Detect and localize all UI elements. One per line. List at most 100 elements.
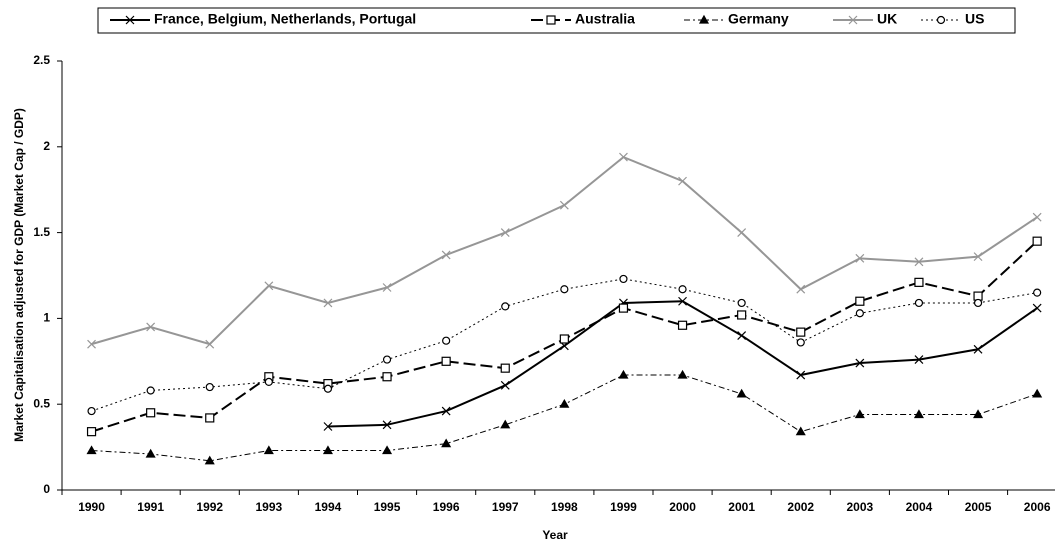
marker: [914, 298, 924, 308]
legend-item: Australia: [531, 11, 635, 27]
marker: [442, 336, 451, 345]
legend-item: US: [921, 11, 984, 27]
marker: [205, 339, 215, 349]
marker: [382, 372, 392, 382]
x-tick-label: 1993: [255, 500, 282, 514]
x-tick-label: 2002: [787, 500, 814, 514]
marker: [500, 380, 510, 390]
marker: [560, 285, 569, 294]
y-tick-label: 1.5: [33, 225, 50, 239]
marker: [619, 274, 628, 284]
y-tick-label: 2: [43, 139, 50, 153]
x-tick-label: 2005: [965, 500, 992, 514]
x-tick-label: 1995: [374, 500, 401, 514]
x-tick-label: 2000: [669, 500, 696, 514]
legend-label: France, Belgium, Netherlands, Portugal: [154, 11, 416, 27]
x-tick-label: 1997: [492, 500, 519, 514]
marker: [855, 309, 864, 318]
series-line: [91, 374, 1038, 462]
marker: [795, 426, 806, 436]
marker: [855, 296, 865, 306]
marker: [1032, 303, 1042, 313]
marker: [382, 420, 392, 430]
marker: [263, 445, 274, 455]
marker: [913, 409, 924, 419]
marker: [559, 200, 569, 210]
series-line: [91, 278, 1038, 412]
marker: [1032, 388, 1043, 398]
marker: [500, 228, 510, 238]
marker: [619, 152, 628, 162]
marker: [382, 445, 393, 455]
marker: [618, 369, 629, 379]
marker: [205, 382, 214, 392]
legend-item: Germany: [684, 11, 789, 27]
marker: [737, 298, 746, 308]
marker: [146, 386, 155, 395]
y-tick-label: 2.5: [33, 53, 50, 67]
marker: [736, 388, 747, 398]
y-axis-title: Market Capitalisation adjusted for GDP (…: [12, 108, 26, 442]
x-tick-label: 2003: [846, 500, 873, 514]
marker: [264, 377, 273, 386]
legend-item: France, Belgium, Netherlands, Portugal: [110, 11, 416, 27]
marker: [796, 284, 806, 294]
x-tick-label: 1994: [315, 500, 342, 514]
x-tick-label: 1996: [433, 500, 460, 514]
marker: [323, 298, 333, 308]
marker: [973, 344, 983, 354]
x-tick-label: 1991: [137, 500, 164, 514]
marker: [501, 302, 510, 311]
y-tick-label: 0.5: [33, 396, 50, 410]
marker: [205, 413, 215, 423]
marker: [546, 15, 556, 25]
marker: [796, 338, 805, 347]
marker: [737, 310, 747, 320]
x-tick-label: 2006: [1024, 500, 1051, 514]
marker: [441, 356, 451, 366]
marker: [87, 339, 96, 349]
marker: [264, 281, 274, 291]
x-axis-title: Year: [542, 528, 568, 542]
marker: [323, 422, 333, 431]
marker: [914, 257, 924, 267]
marker: [323, 384, 333, 393]
legend-item: UK: [833, 11, 897, 27]
marker: [854, 409, 865, 419]
marker: [145, 448, 156, 458]
y-tick-label: 0: [43, 482, 50, 496]
marker: [737, 331, 747, 340]
marker: [936, 15, 946, 25]
marker: [322, 445, 333, 455]
marker: [678, 176, 687, 186]
marker: [973, 298, 983, 308]
x-tick-label: 1990: [78, 500, 105, 514]
marker: [382, 355, 392, 364]
marker: [677, 369, 688, 379]
marker: [855, 253, 865, 263]
marker: [914, 355, 924, 365]
marker: [559, 334, 569, 344]
marker: [677, 320, 688, 330]
marker: [973, 252, 983, 262]
marker: [500, 419, 511, 429]
marker: [146, 408, 156, 418]
x-tick-label: 1998: [551, 500, 578, 514]
x-tick-label: 2004: [906, 500, 933, 514]
marker: [855, 358, 865, 368]
marker: [848, 15, 858, 25]
marker: [1032, 212, 1042, 222]
marker: [441, 250, 451, 260]
marker: [796, 370, 806, 380]
marker: [678, 296, 687, 306]
legend-label: Germany: [728, 11, 789, 27]
y-tick-label: 1: [43, 311, 50, 325]
marker: [1033, 288, 1042, 297]
marker: [678, 285, 687, 294]
marker: [204, 455, 215, 465]
marker: [973, 409, 984, 419]
marker: [737, 228, 747, 238]
marker: [86, 445, 97, 455]
marker: [914, 277, 924, 287]
